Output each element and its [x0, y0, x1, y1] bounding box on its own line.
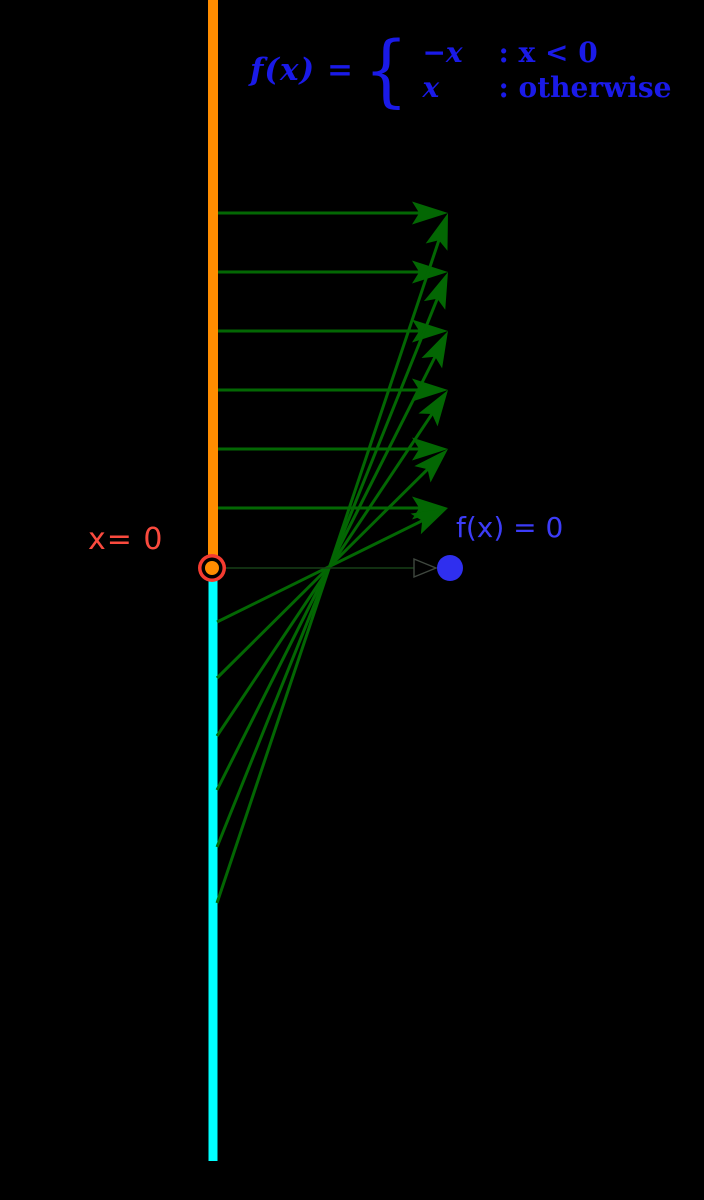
- negative-x-axis: [208, 580, 218, 1161]
- mapping-arrow-diagonal-head: [418, 390, 448, 427]
- mapping-arrow-diagonal-head: [423, 272, 448, 310]
- output-value-label: f(x) = 0: [456, 511, 564, 544]
- mapping-arrow-diagonal-line: [215, 466, 430, 680]
- identity-arrow-head: [413, 557, 438, 579]
- mapping-arrow-diagonal-head: [414, 449, 448, 483]
- formula-lhs: f(x) =: [250, 52, 354, 88]
- mapping-arrow-diagonal-head: [421, 331, 448, 369]
- origin-label: x= 0: [88, 522, 164, 557]
- mapping-arrow-horizontal-head: [412, 201, 448, 225]
- case-2-value: x: [422, 71, 440, 104]
- cases-brace: {: [363, 23, 409, 116]
- case-1-condition: : x < 0: [498, 36, 598, 69]
- mapping-arrow-horizontal-head: [412, 437, 448, 461]
- cases-grid: −x : x < 0 x : otherwise: [422, 36, 671, 104]
- case-1-value: −x: [422, 36, 463, 69]
- origin-marker-core: [205, 561, 219, 575]
- positive-x-axis: [208, 0, 218, 566]
- mapping-arrow-diagonal-head: [425, 213, 448, 251]
- mapping-arrow-diagonal-line: [215, 238, 441, 904]
- function-definition: f(x) = { −x : x < 0 x : otherwise: [250, 23, 671, 116]
- output-point: [437, 555, 463, 581]
- case-2-condition: : otherwise: [498, 71, 672, 104]
- mapping-arrow-diagonal-line: [216, 518, 425, 624]
- mapping-arrow-horizontal-head: [412, 260, 448, 284]
- mapping-arrow-diagonal-head: [410, 508, 448, 535]
